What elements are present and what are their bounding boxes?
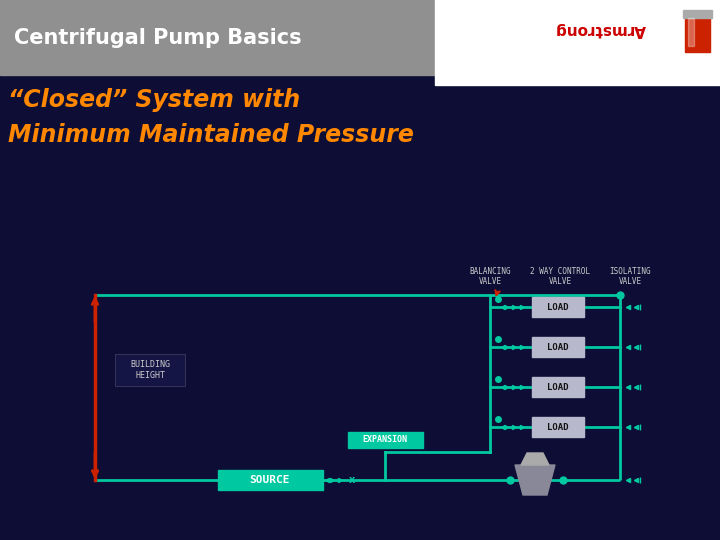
Bar bbox=[435, 0, 720, 85]
Polygon shape bbox=[521, 453, 549, 465]
Text: Centrifugal Pump Basics: Centrifugal Pump Basics bbox=[14, 28, 302, 48]
Text: LOAD: LOAD bbox=[547, 342, 568, 352]
Bar bbox=[531, 297, 584, 317]
Text: x: x bbox=[349, 475, 355, 485]
Bar bbox=[531, 417, 584, 437]
Bar bbox=[683, 10, 712, 18]
Text: Minimum Maintained Pressure: Minimum Maintained Pressure bbox=[8, 123, 414, 147]
Text: SOURCE: SOURCE bbox=[250, 475, 290, 485]
Text: LOAD: LOAD bbox=[547, 422, 568, 431]
Bar bbox=[0, 0, 435, 75]
Bar bbox=[348, 432, 423, 448]
Bar bbox=[531, 377, 584, 397]
Bar bbox=[115, 354, 185, 386]
Polygon shape bbox=[515, 465, 555, 495]
Text: 2 WAY CONTROL
VALVE: 2 WAY CONTROL VALVE bbox=[530, 267, 590, 286]
Text: LOAD: LOAD bbox=[547, 382, 568, 392]
Bar bbox=[685, 15, 710, 52]
Text: BUILDING
HEIGHT: BUILDING HEIGHT bbox=[130, 360, 170, 380]
Bar bbox=[688, 18, 694, 46]
Text: ISOLATING
VALVE: ISOLATING VALVE bbox=[609, 267, 651, 286]
Text: Armstrong: Armstrong bbox=[554, 23, 646, 37]
Text: LOAD: LOAD bbox=[547, 302, 568, 312]
Text: EXPANSION: EXPANSION bbox=[362, 435, 408, 444]
Text: BALANCING
VALVE: BALANCING VALVE bbox=[469, 267, 510, 286]
Bar bbox=[217, 470, 323, 490]
Bar bbox=[531, 337, 584, 357]
Text: “Closed” System with: “Closed” System with bbox=[8, 88, 300, 112]
